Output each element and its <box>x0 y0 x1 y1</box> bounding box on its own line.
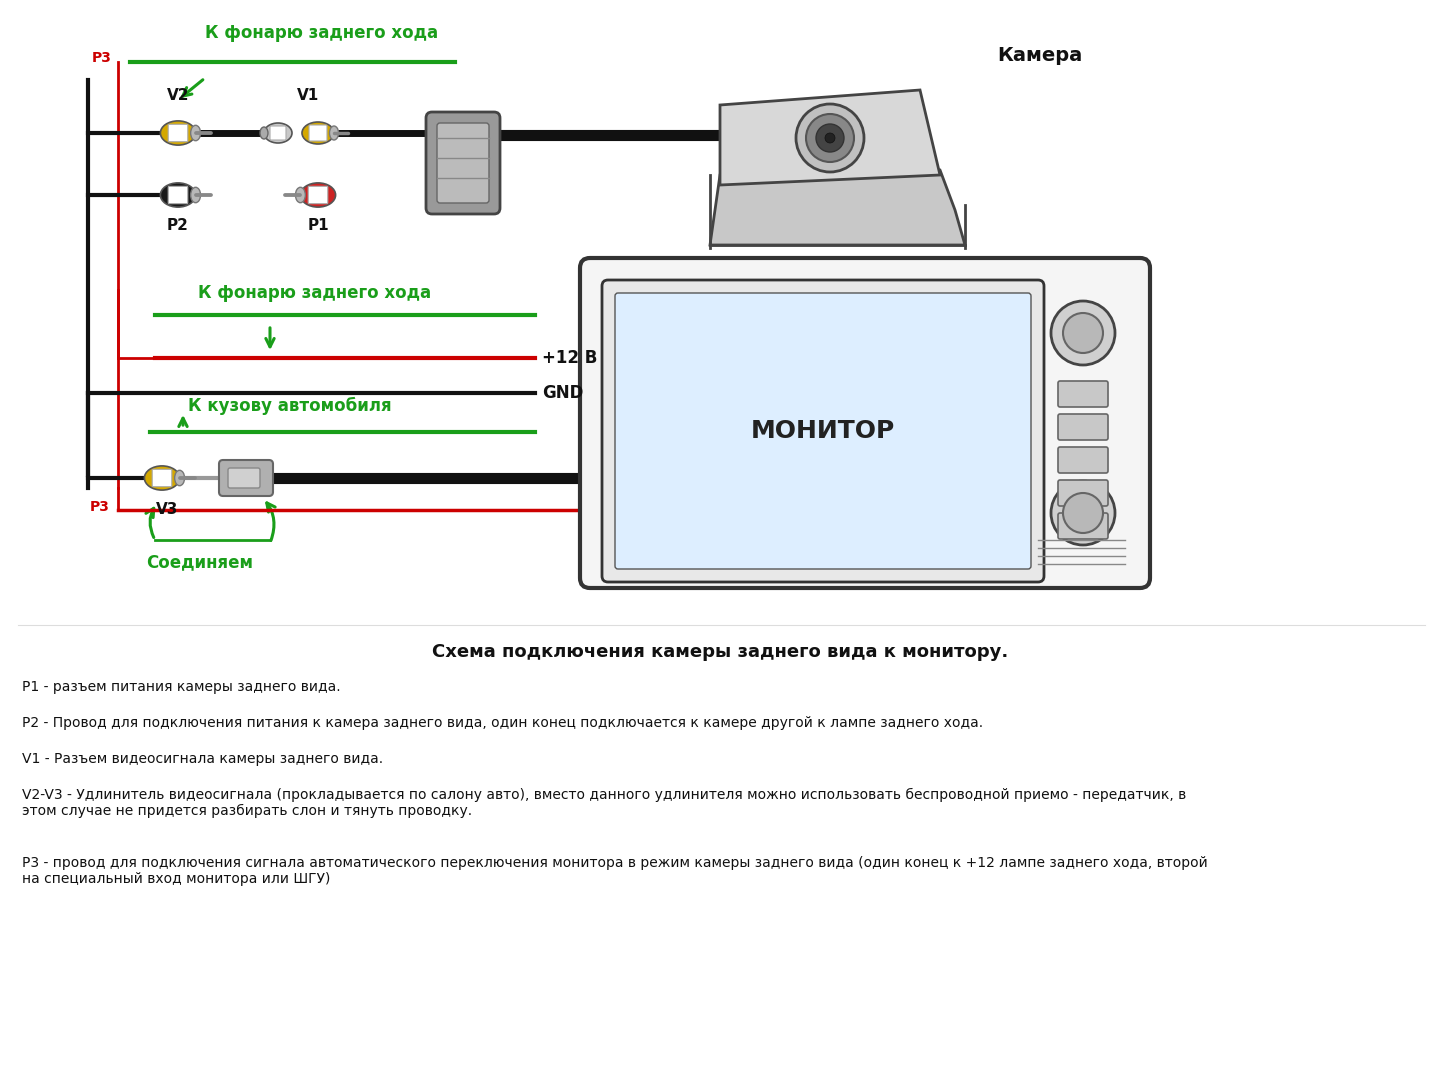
FancyBboxPatch shape <box>228 468 261 488</box>
Circle shape <box>1063 313 1103 353</box>
Ellipse shape <box>160 183 196 207</box>
Ellipse shape <box>190 188 200 203</box>
Text: P3: P3 <box>92 51 112 65</box>
Text: P1: P1 <box>307 218 328 233</box>
Text: МОНИТОР: МОНИТОР <box>750 419 896 443</box>
Text: Р3 - провод для подключения сигнала автоматического переключения монитора в режи: Р3 - провод для подключения сигнала авто… <box>22 857 1208 887</box>
Text: К фонарю заднего хода: К фонарю заднего хода <box>199 284 431 302</box>
Circle shape <box>796 104 864 172</box>
FancyBboxPatch shape <box>271 126 287 140</box>
Text: V1 - Разъем видеосигнала камеры заднего вида.: V1 - Разъем видеосигнала камеры заднего … <box>22 751 383 766</box>
Ellipse shape <box>295 188 305 203</box>
Text: V1: V1 <box>297 88 320 103</box>
Text: Камера: Камера <box>998 46 1083 65</box>
Text: P1 - разъем питания камеры заднего вида.: P1 - разъем питания камеры заднего вида. <box>22 680 341 694</box>
Polygon shape <box>720 90 940 185</box>
FancyBboxPatch shape <box>436 123 490 203</box>
Text: V3: V3 <box>156 502 179 517</box>
FancyBboxPatch shape <box>310 125 327 142</box>
Ellipse shape <box>144 466 180 490</box>
Ellipse shape <box>330 126 338 140</box>
Text: V2: V2 <box>167 88 189 103</box>
FancyBboxPatch shape <box>426 111 500 214</box>
Text: P3: P3 <box>91 500 109 513</box>
Text: V2-V3 - Удлинитель видеосигнала (прокладывается по салону авто), вместо данного : V2-V3 - Удлинитель видеосигнала (проклад… <box>22 788 1187 818</box>
Text: Схема подключения камеры заднего вида к монитору.: Схема подключения камеры заднего вида к … <box>432 643 1008 661</box>
Ellipse shape <box>261 126 268 139</box>
Circle shape <box>825 133 835 143</box>
FancyBboxPatch shape <box>1058 513 1107 539</box>
Text: P2: P2 <box>167 218 189 233</box>
FancyBboxPatch shape <box>153 470 171 487</box>
FancyBboxPatch shape <box>219 460 274 496</box>
Text: +12 В: +12 В <box>541 349 598 367</box>
Text: GND: GND <box>541 384 583 402</box>
FancyBboxPatch shape <box>168 187 187 204</box>
Ellipse shape <box>264 123 292 143</box>
Text: К кузову автомобиля: К кузову автомобиля <box>189 397 392 415</box>
Ellipse shape <box>190 125 200 140</box>
Ellipse shape <box>174 471 184 486</box>
FancyBboxPatch shape <box>1058 480 1107 506</box>
Circle shape <box>1063 493 1103 533</box>
FancyBboxPatch shape <box>602 280 1044 582</box>
Ellipse shape <box>160 121 196 145</box>
FancyBboxPatch shape <box>580 258 1151 589</box>
FancyBboxPatch shape <box>308 187 328 204</box>
FancyBboxPatch shape <box>1058 414 1107 440</box>
Circle shape <box>1051 481 1115 545</box>
Ellipse shape <box>301 183 336 207</box>
FancyBboxPatch shape <box>1058 381 1107 407</box>
Circle shape <box>806 114 854 162</box>
Polygon shape <box>710 170 965 245</box>
Circle shape <box>816 124 844 152</box>
Text: Соединяем: Соединяем <box>147 553 253 571</box>
FancyBboxPatch shape <box>1058 447 1107 473</box>
Text: К фонарю заднего хода: К фонарю заднего хода <box>204 24 438 42</box>
Text: P2 - Провод для подключения питания к камера заднего вида, один конец подключает: P2 - Провод для подключения питания к ка… <box>22 716 984 730</box>
FancyBboxPatch shape <box>168 124 187 142</box>
Ellipse shape <box>302 122 334 144</box>
FancyBboxPatch shape <box>615 293 1031 569</box>
Circle shape <box>1051 301 1115 364</box>
